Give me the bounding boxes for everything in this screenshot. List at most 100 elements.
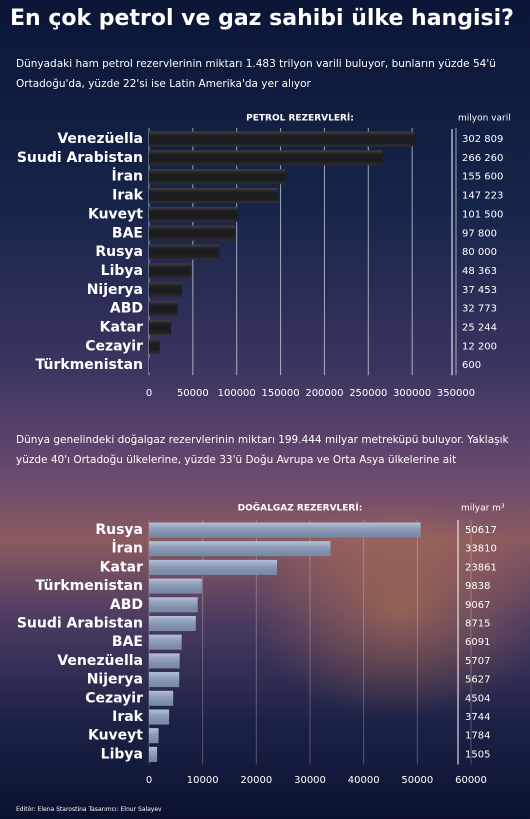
value-label: 155 600 (462, 172, 503, 183)
x-tick-label: 250000 (349, 388, 387, 399)
category-label: İran (111, 540, 143, 557)
bar-shade (149, 616, 196, 631)
value-label: 101 500 (462, 209, 503, 220)
x-tick-label: 350000 (437, 388, 475, 399)
value-label: 147 223 (462, 191, 503, 202)
bar-shade (149, 690, 174, 706)
x-tick-label: 0 (146, 775, 152, 786)
value-label: 25 244 (462, 323, 497, 334)
x-tick-label: 50000 (401, 775, 433, 786)
value-label: 600 (462, 360, 481, 371)
value-label: 1784 (465, 731, 490, 742)
value-label: 3744 (465, 712, 490, 723)
value-label: 32 773 (462, 304, 497, 315)
value-label: 302 809 (462, 134, 503, 145)
x-tick-label: 300000 (393, 388, 431, 399)
category-label: Nijerya (87, 672, 143, 688)
bar-shade (149, 225, 235, 241)
bar-shade (149, 634, 182, 650)
bar-shade (149, 541, 331, 557)
bar-shade (149, 338, 160, 354)
x-tick-label: 150000 (261, 388, 299, 399)
x-tick-label: 100000 (218, 388, 256, 399)
value-label: 4504 (465, 693, 490, 704)
category-label: Venezüella (57, 131, 143, 147)
bar-shade (149, 131, 415, 147)
category-label: Venezüella (57, 653, 143, 669)
value-label: 48 363 (462, 266, 497, 277)
category-label: Suudi Arabistan (17, 616, 143, 632)
category-label: Irak (112, 188, 144, 204)
bar-shade (149, 244, 220, 260)
oil-subtitle: Dünyadaki ham petrol rezervlerinin mikta… (16, 58, 496, 90)
bar-shade (149, 709, 170, 725)
category-label: BAE (112, 634, 143, 650)
category-label: ABD (110, 597, 143, 613)
bar-shade (149, 522, 421, 538)
category-label: Türkmenistan (35, 357, 143, 373)
bar-shade (149, 357, 150, 373)
category-label: Cezayir (85, 690, 143, 706)
x-tick-label: 200000 (305, 388, 343, 399)
unit-label: milyar m³ (461, 504, 505, 514)
value-label: 5707 (465, 656, 490, 667)
bar-shade (149, 169, 286, 185)
value-label: 1505 (465, 749, 490, 760)
value-label: 5627 (465, 675, 490, 686)
category-label: Irak (112, 709, 144, 725)
bar-shade (149, 597, 198, 613)
x-tick-label: 20000 (240, 775, 272, 786)
value-label: 80 000 (462, 247, 497, 258)
bar-shade (149, 653, 180, 669)
x-tick-label: 30000 (294, 775, 326, 786)
category-label: Katar (100, 559, 143, 575)
category-label: ABD (110, 301, 143, 317)
credit: Editör: Elena Starostina Tasarımcı: Elnu… (16, 806, 162, 813)
bar-shade (149, 728, 159, 744)
value-label: 266 260 (462, 153, 503, 164)
category-label: Rusya (95, 522, 143, 538)
bar-shade (149, 301, 178, 317)
category-label: İran (111, 168, 143, 185)
value-label: 8715 (465, 619, 490, 630)
x-tick-label: 40000 (348, 775, 380, 786)
category-label: Kuveyt (88, 728, 143, 744)
gas-subtitle: Dünya genelindeki doğalgaz rezervlerinin… (16, 434, 509, 466)
chart-title: DOĞALGAZ REZERVLERİ: (238, 502, 363, 514)
x-tick-label: 60000 (455, 775, 487, 786)
category-label: Libya (101, 746, 143, 762)
value-label: 6091 (465, 637, 490, 648)
value-label: 37 453 (462, 285, 497, 296)
category-label: Suudi Arabistan (17, 150, 143, 166)
category-label: Katar (100, 320, 143, 336)
x-tick-label: 50000 (177, 388, 209, 399)
x-tick-label: 10000 (187, 775, 219, 786)
value-label: 9067 (465, 600, 490, 611)
value-label: 9838 (465, 581, 490, 592)
page-title: En çok petrol ve gaz sahibi ülke hangisi… (10, 6, 514, 31)
value-label: 23861 (465, 562, 497, 573)
value-label: 97 800 (462, 228, 497, 239)
category-label: Libya (101, 263, 143, 279)
category-label: BAE (112, 225, 143, 241)
value-label: 33810 (465, 544, 497, 555)
bar-shade (149, 559, 278, 575)
bar-shade (149, 578, 202, 594)
bar-shade (149, 188, 279, 204)
chart-title: PETROL REZERVLERİ: (246, 113, 354, 124)
bar-shade (149, 282, 182, 298)
bar-shade (149, 150, 383, 166)
unit-label: milyon varil (458, 114, 511, 124)
bar-shade (149, 263, 192, 279)
category-label: Rusya (95, 244, 143, 260)
value-label: 12 200 (462, 341, 497, 352)
bar-shade (149, 320, 172, 335)
bar-shade (149, 746, 158, 762)
category-label: Kuveyt (88, 206, 143, 222)
category-label: Türkmenistan (35, 578, 143, 594)
category-label: Nijerya (87, 282, 143, 298)
bar-shade (149, 206, 239, 222)
bar-shade (149, 672, 180, 688)
